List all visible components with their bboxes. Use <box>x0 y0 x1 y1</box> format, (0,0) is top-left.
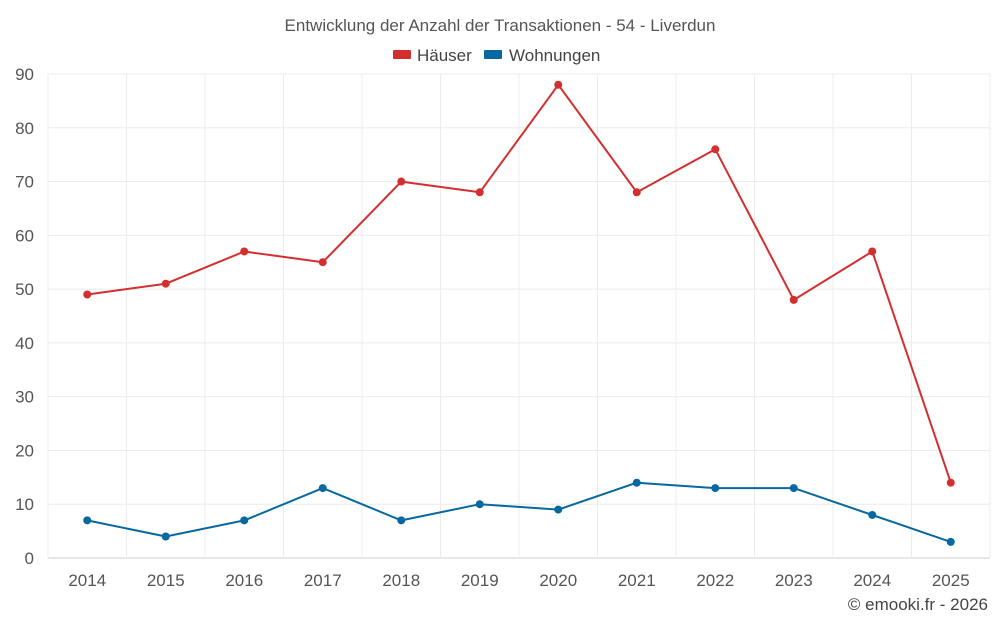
legend-item-wohnungen[interactable]: Wohnungen <box>484 46 600 65</box>
series-line-wohnungen <box>87 481 952 543</box>
data-point-haeuser[interactable] <box>83 290 92 299</box>
data-point-wohnungen[interactable] <box>161 532 170 541</box>
x-tick-label: 2019 <box>461 571 499 590</box>
series-line-haeuser <box>87 83 952 484</box>
x-tick-label: 2016 <box>225 571 263 590</box>
series-group <box>83 80 955 546</box>
data-point-haeuser[interactable] <box>868 247 877 256</box>
legend-swatch-haeuser <box>393 50 411 59</box>
data-point-haeuser[interactable] <box>161 279 170 288</box>
data-point-wohnungen[interactable] <box>83 516 92 525</box>
y-tick-label: 90 <box>15 65 34 84</box>
x-tick-label: 2024 <box>853 571 891 590</box>
legend-label-wohnungen: Wohnungen <box>509 46 600 65</box>
data-point-wohnungen[interactable] <box>711 484 720 493</box>
x-tick-label: 2023 <box>775 571 813 590</box>
legend-label-haeuser: Häuser <box>417 46 472 65</box>
data-point-wohnungen[interactable] <box>475 500 484 509</box>
grid <box>47 73 991 559</box>
y-tick-label: 80 <box>15 119 34 138</box>
series-wohnungen <box>83 478 955 546</box>
data-point-wohnungen[interactable] <box>318 484 327 493</box>
data-point-haeuser[interactable] <box>318 258 327 267</box>
data-point-wohnungen[interactable] <box>632 478 641 487</box>
data-point-haeuser[interactable] <box>789 295 798 304</box>
y-tick-label: 50 <box>15 280 34 299</box>
data-point-wohnungen[interactable] <box>397 516 406 525</box>
data-point-haeuser[interactable] <box>475 188 484 197</box>
data-point-wohnungen[interactable] <box>789 484 798 493</box>
data-point-haeuser[interactable] <box>632 188 641 197</box>
x-tick-label: 2018 <box>382 571 420 590</box>
legend-item-haeuser[interactable]: Häuser <box>393 46 472 65</box>
data-point-haeuser[interactable] <box>711 145 720 154</box>
y-tick-label: 30 <box>15 388 34 407</box>
legend-swatch-wohnungen <box>484 50 502 59</box>
chart-title: Entwicklung der Anzahl der Transaktionen… <box>285 16 716 35</box>
x-tick-label: 2022 <box>696 571 734 590</box>
y-axis: 0 10 20 30 40 50 60 70 80 90 <box>15 65 34 568</box>
y-tick-label: 60 <box>15 226 34 245</box>
y-tick-label: 10 <box>15 495 34 514</box>
y-tick-label: 20 <box>15 441 34 460</box>
data-point-haeuser[interactable] <box>946 478 955 487</box>
x-axis: 2014 2015 2016 2017 2018 2019 2020 2021 2022 2023… <box>68 571 969 590</box>
data-point-haeuser[interactable] <box>554 80 563 89</box>
x-tick-label: 2014 <box>68 571 106 590</box>
x-tick-label: 2020 <box>539 571 577 590</box>
data-point-haeuser[interactable] <box>240 247 249 256</box>
x-tick-label: 2015 <box>147 571 185 590</box>
y-tick-label: 40 <box>15 334 34 353</box>
data-point-wohnungen[interactable] <box>240 516 249 525</box>
data-point-wohnungen[interactable] <box>946 537 955 546</box>
data-point-wohnungen[interactable] <box>868 510 877 519</box>
x-tick-label: 2021 <box>618 571 656 590</box>
legend: Häuser Wohnungen <box>393 46 600 65</box>
y-tick-label: 70 <box>15 173 34 192</box>
x-tick-label: 2017 <box>304 571 342 590</box>
x-tick-label: 2025 <box>932 571 970 590</box>
data-point-haeuser[interactable] <box>397 177 406 186</box>
y-tick-label: 0 <box>25 549 34 568</box>
data-point-wohnungen[interactable] <box>554 505 563 514</box>
credit-text: © emooki.fr - 2026 <box>848 595 988 614</box>
series-haeuser <box>83 80 955 487</box>
